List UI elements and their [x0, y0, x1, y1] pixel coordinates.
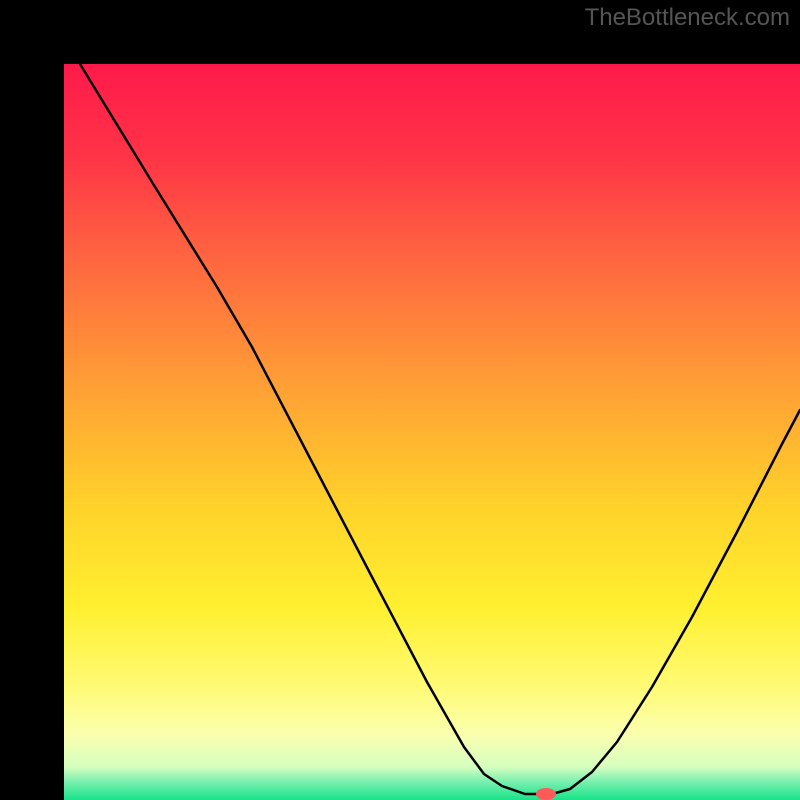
plot-area [32, 32, 768, 768]
optimum-marker [536, 788, 556, 800]
watermark-text: TheBottleneck.com [585, 4, 790, 32]
chart-svg [32, 32, 800, 800]
